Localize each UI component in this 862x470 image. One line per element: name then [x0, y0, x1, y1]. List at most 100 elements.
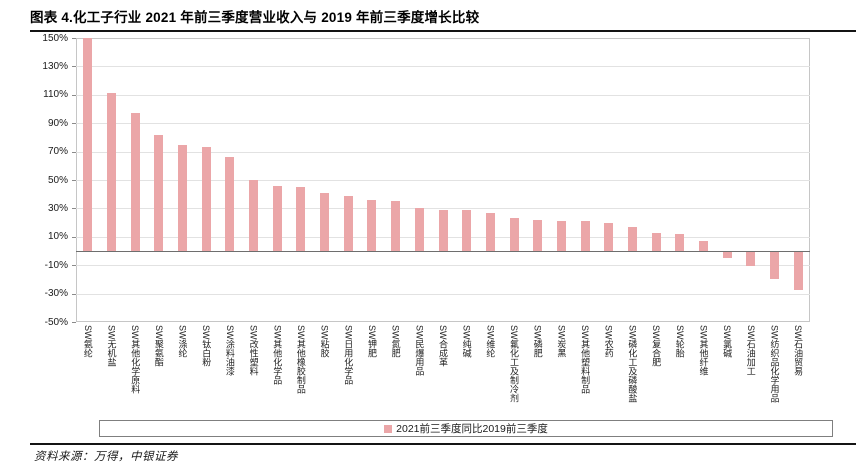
bar — [769, 252, 779, 279]
y-gridline — [76, 123, 810, 125]
bar — [249, 180, 259, 251]
x-axis-label: SW合成革 — [438, 325, 448, 367]
y-gridline — [76, 151, 810, 153]
x-axis-label: SW轮胎 — [674, 325, 685, 358]
bar — [722, 252, 732, 258]
y-gridline — [76, 94, 810, 96]
bar — [178, 144, 188, 251]
x-axis-label: SW复合肥 — [651, 325, 662, 367]
y-axis-tick — [72, 208, 76, 210]
x-axis-label: SW粘胶 — [319, 325, 330, 358]
y-axis-label: 150% — [42, 32, 68, 44]
x-axis-label: SW其他纤维 — [698, 325, 709, 376]
y-axis-label: -50% — [44, 316, 68, 328]
y-axis-tick — [72, 151, 76, 153]
y-gridline — [76, 265, 810, 267]
footer-divider — [30, 443, 856, 445]
y-gridline — [76, 293, 810, 295]
x-axis-label: SW聚氨酯 — [153, 325, 164, 367]
y-axis-tick — [72, 94, 76, 96]
x-axis-label: SW氯碱 — [722, 325, 733, 358]
y-axis-tick — [72, 180, 76, 181]
x-axis-label: SW纯碱 — [461, 325, 472, 358]
legend-marker-icon — [384, 424, 393, 433]
chart-title: 图表 4.化工子行业 2021 年前三季度营业收入与 2019 年前三季度增长比… — [30, 10, 480, 25]
x-axis-label: SW石油加工 — [745, 325, 756, 376]
bar — [651, 232, 661, 251]
bar — [320, 192, 330, 251]
source-note: 资料来源：万得，中银证券 — [34, 451, 178, 463]
y-axis-label: 50% — [47, 174, 68, 186]
bar — [556, 221, 566, 251]
x-axis-label: SW石油贸易 — [793, 325, 804, 376]
bar — [698, 241, 708, 251]
y-axis-label: -30% — [44, 288, 68, 300]
bar — [107, 93, 117, 251]
x-axis-label: SW其他塑料制品 — [580, 325, 591, 394]
y-axis-tick — [72, 293, 76, 295]
y-axis-label: 130% — [42, 60, 68, 72]
chart-legend: 2021前三季度同比2019前三季度 — [99, 420, 833, 437]
x-axis-label: SW日用化学品 — [343, 325, 354, 385]
x-axis-label: SW氨纶 — [82, 325, 93, 358]
y-axis-tick — [72, 236, 76, 238]
x-axis-label: SW其他化学品 — [272, 325, 283, 385]
y-axis-tick — [72, 322, 76, 323]
bar — [130, 113, 140, 251]
bar — [225, 157, 235, 251]
x-axis-label: SW氟化工及制冷剂 — [509, 325, 520, 403]
x-axis-label: SW其他化学原料 — [130, 325, 141, 394]
bar — [462, 209, 472, 251]
x-axis-label: SW磷化工及磷酸盐 — [627, 325, 638, 403]
bar — [509, 218, 519, 251]
bar — [272, 185, 282, 251]
bar — [201, 147, 211, 251]
x-axis-label: SW维纶 — [485, 325, 496, 358]
bar — [83, 38, 93, 251]
y-axis-tick — [72, 38, 76, 39]
bar — [296, 187, 306, 251]
bar — [627, 226, 637, 251]
bar — [154, 134, 164, 251]
bar — [391, 201, 401, 251]
bar — [746, 252, 756, 267]
x-axis-label: SW纺织品化学用品 — [769, 325, 780, 403]
bar — [793, 252, 803, 291]
bar — [604, 222, 614, 251]
y-axis-label: 70% — [47, 146, 68, 158]
y-gridline — [76, 208, 810, 210]
x-axis-label: SW改性塑料 — [248, 325, 259, 376]
y-axis-label: 90% — [47, 117, 68, 129]
y-gridline — [76, 180, 810, 181]
x-axis-label: SW钾肥 — [366, 325, 377, 358]
bar — [580, 221, 590, 251]
x-axis-label: SW无机盐 — [106, 325, 117, 367]
x-axis-label: SW炭黑 — [556, 325, 567, 358]
y-axis-label: -10% — [44, 259, 68, 271]
y-gridline — [76, 66, 810, 68]
bar — [675, 233, 685, 251]
y-axis-label: 10% — [47, 231, 68, 243]
bar — [367, 199, 377, 251]
y-axis-tick — [72, 123, 76, 125]
bar — [533, 219, 543, 251]
bar — [485, 212, 495, 251]
y-axis-label: 110% — [43, 89, 68, 101]
bar — [438, 209, 448, 251]
x-axis-label: SW涂料油漆 — [224, 325, 235, 376]
y-axis-tick — [72, 265, 76, 267]
x-axis-label: SW其他橡胶制品 — [295, 325, 306, 394]
x-axis-label: SW农药 — [603, 325, 614, 358]
zero-line — [76, 251, 810, 252]
bar — [414, 208, 424, 251]
x-axis-label: SW民爆用品 — [414, 325, 425, 376]
legend-label: 2021前三季度同比2019前三季度 — [396, 423, 548, 435]
x-axis-label: SW涤纶 — [177, 325, 188, 358]
title-divider — [30, 30, 856, 32]
x-axis-label: SW氮肥 — [390, 325, 401, 358]
bar — [343, 195, 353, 251]
x-axis-label: SW钛白粉 — [201, 325, 212, 367]
y-axis-tick — [72, 66, 76, 68]
